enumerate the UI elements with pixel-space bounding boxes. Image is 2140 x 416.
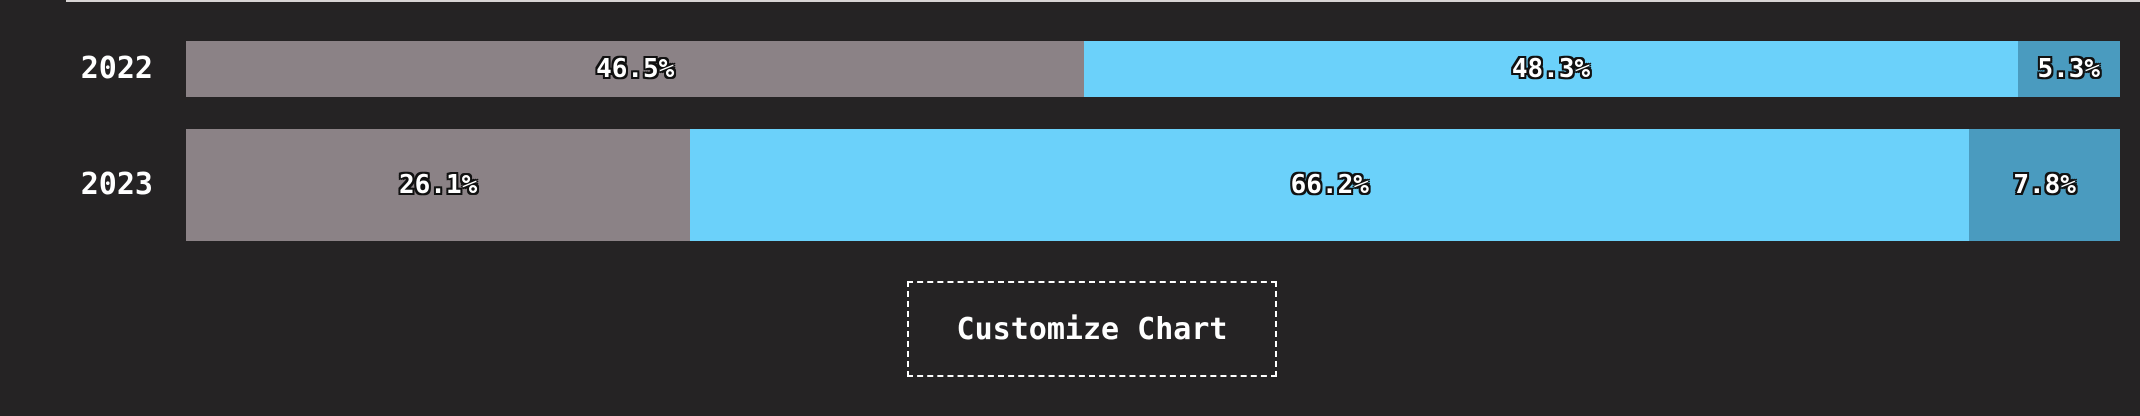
data-label: 7.8% <box>2013 170 2076 200</box>
bar-segment[interactable]: 46.5% <box>186 41 1084 97</box>
bar-row-2023: 2023 26.1% 66.2% 7.8% <box>0 129 2140 241</box>
data-label: 46.5% <box>596 54 674 84</box>
bar-row-2022: 2022 46.5% 48.3% 5.3% <box>0 41 2140 97</box>
bar-track: 26.1% 66.2% 7.8% <box>186 129 2120 241</box>
customize-chart-button[interactable]: Customize Chart <box>907 281 1277 377</box>
data-label: 5.3% <box>2037 54 2100 84</box>
category-label: 2023 <box>0 170 153 200</box>
data-label: 48.3% <box>1512 54 1590 84</box>
bar-segment[interactable]: 66.2% <box>690 129 1969 241</box>
bar-segment[interactable]: 5.3% <box>2018 41 2120 97</box>
top-divider <box>66 0 2140 2</box>
bar-segment[interactable]: 48.3% <box>1084 41 2017 97</box>
bar-track: 46.5% 48.3% 5.3% <box>186 41 2120 97</box>
data-label: 66.2% <box>1291 170 1369 200</box>
bar-segment[interactable]: 26.1% <box>186 129 690 241</box>
data-label: 26.1% <box>399 170 477 200</box>
category-label: 2022 <box>0 54 153 84</box>
bar-segment[interactable]: 7.8% <box>1969 129 2120 241</box>
